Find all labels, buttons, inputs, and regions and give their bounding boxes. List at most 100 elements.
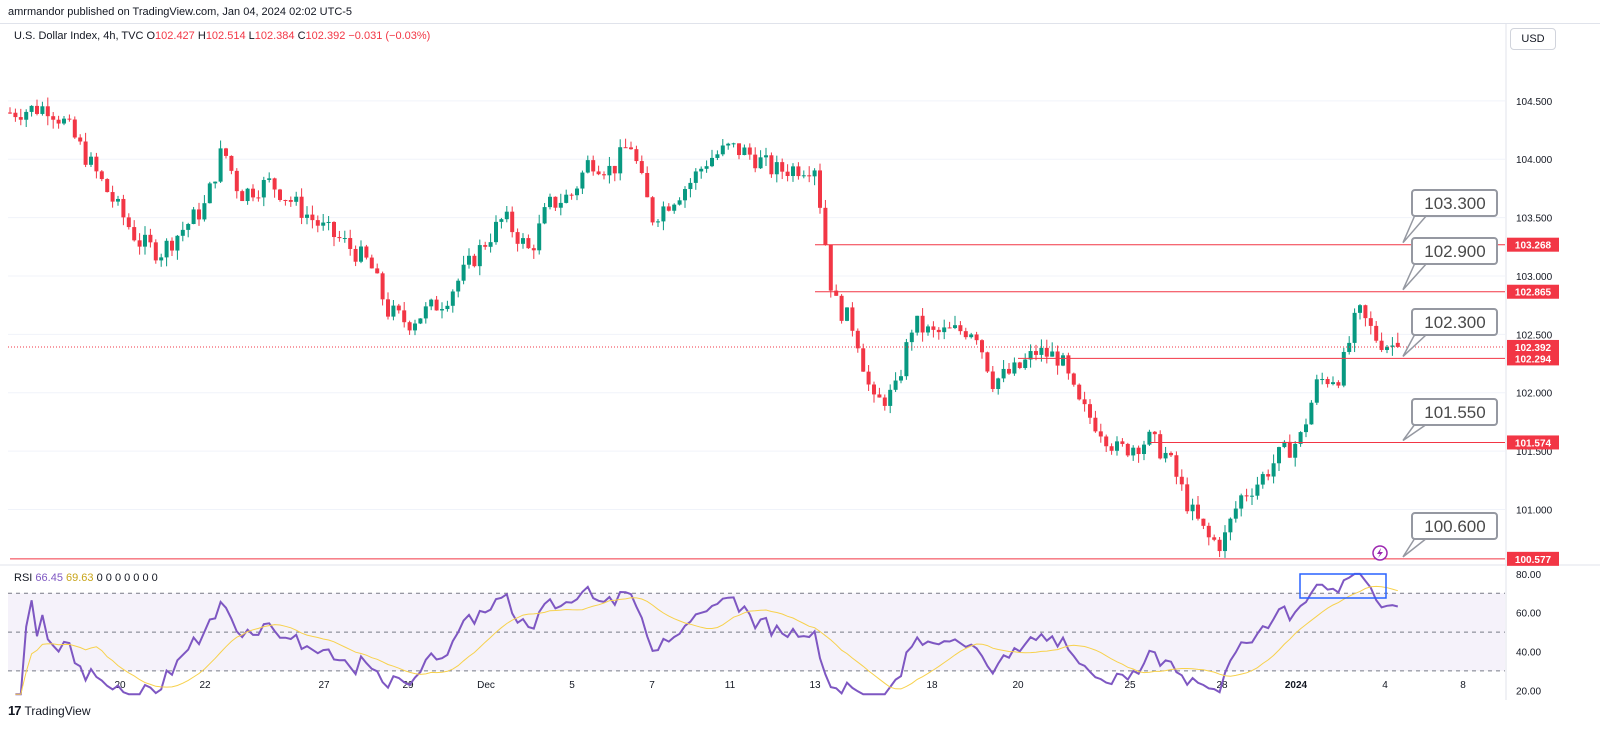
candle-body xyxy=(450,291,455,306)
candle-body xyxy=(542,207,547,224)
rsi-axis-label: 40.00 xyxy=(1516,647,1541,658)
level-price-tag-label: 103.268 xyxy=(1515,241,1552,252)
candle-body xyxy=(602,174,606,176)
low-label: L xyxy=(248,30,255,42)
candle-body xyxy=(89,156,93,165)
candle-body xyxy=(1147,431,1152,445)
candle-body xyxy=(1223,532,1227,552)
rsi-legend: RSI 66.45 69.63 0 0 0 0 0 0 0 xyxy=(14,572,158,584)
time-axis-label: 2024 xyxy=(1285,680,1308,691)
candle-body xyxy=(1104,436,1109,447)
candle-body xyxy=(1169,452,1173,456)
candle-body xyxy=(1163,452,1168,459)
candle-body xyxy=(742,147,747,156)
candle-body xyxy=(207,183,212,204)
level-price-tag-label: 100.577 xyxy=(1515,555,1552,566)
candle-body xyxy=(326,221,331,223)
candle-body xyxy=(369,257,374,269)
candle-body xyxy=(1152,431,1157,435)
candle-body xyxy=(1098,431,1103,437)
candle-body xyxy=(607,165,612,176)
candle-body xyxy=(801,175,806,177)
candle-body xyxy=(315,220,320,226)
candle-body xyxy=(1066,355,1071,374)
candle-body xyxy=(29,105,34,112)
candle-body xyxy=(78,137,83,142)
candle-body xyxy=(35,105,39,114)
candle-body xyxy=(110,192,115,202)
candle-body xyxy=(710,157,714,167)
candle-body xyxy=(1082,399,1087,405)
candle-body xyxy=(947,327,952,329)
candle-body xyxy=(1061,355,1065,366)
candle-body xyxy=(278,189,282,200)
candle-body xyxy=(1142,444,1146,455)
time-axis-label: 20 xyxy=(1012,680,1024,691)
candle-body xyxy=(1287,441,1292,458)
candle-body xyxy=(720,145,725,155)
candle-body xyxy=(715,154,720,158)
candle-body xyxy=(899,376,903,381)
candle-body xyxy=(1034,351,1038,355)
candle-body xyxy=(175,235,180,251)
candle-body xyxy=(1179,476,1184,485)
candle-body xyxy=(1395,342,1400,347)
candle-body xyxy=(229,155,234,171)
candle-body xyxy=(456,280,461,292)
time-axis-label: 25 xyxy=(1124,680,1136,691)
candle-body xyxy=(963,331,968,338)
candle-body xyxy=(596,171,601,175)
brand-name: TradingView xyxy=(24,703,91,718)
candle-body xyxy=(1314,379,1319,403)
candle-body xyxy=(245,188,250,202)
publish-credit: amrmandor published on TradingView.com, … xyxy=(8,6,353,18)
candle-body xyxy=(153,242,158,261)
candle-body xyxy=(537,223,542,251)
candle-body xyxy=(764,155,768,158)
candle-body xyxy=(283,199,288,201)
callout-pointer xyxy=(1402,537,1430,558)
candle-body xyxy=(423,306,428,319)
candle-body xyxy=(1363,305,1368,319)
candle-body xyxy=(396,305,401,311)
candle-body xyxy=(926,326,930,333)
candle-body xyxy=(159,257,164,261)
callout-box xyxy=(1411,398,1498,426)
candle-body xyxy=(936,329,941,333)
candle-body xyxy=(666,206,671,211)
rsi-ma-value: 69.63 xyxy=(66,572,94,584)
candle-body xyxy=(105,179,110,193)
callout-label: 102.300 xyxy=(1424,313,1485,332)
candle-body xyxy=(774,162,779,175)
candle-body xyxy=(429,299,434,307)
rsi-axis-label: 80.00 xyxy=(1516,570,1541,581)
candle-body xyxy=(877,394,882,398)
candle-body xyxy=(1001,368,1006,379)
candle-body xyxy=(1206,525,1211,538)
candle-body xyxy=(294,196,299,202)
time-axis-label: 5 xyxy=(569,680,575,691)
currency-button[interactable]: USD xyxy=(1510,28,1556,50)
callout-pointer xyxy=(1402,423,1430,442)
candle-body xyxy=(1212,537,1217,540)
candle-body xyxy=(737,143,741,156)
candle-body xyxy=(218,148,223,182)
price-axis-label: 101.000 xyxy=(1516,505,1553,516)
candle-body xyxy=(348,238,353,249)
candle-body xyxy=(72,119,77,138)
level-callout: 102.300 xyxy=(1402,308,1498,357)
candle-body xyxy=(499,219,504,222)
candle-body xyxy=(1023,359,1028,368)
candle-body xyxy=(321,222,326,226)
candle-body xyxy=(224,148,228,156)
last-price-tag xyxy=(1507,339,1559,354)
candle-body xyxy=(337,237,342,239)
candle-body xyxy=(18,117,23,120)
candle-body xyxy=(1304,424,1308,433)
candle-body xyxy=(1390,345,1395,347)
candle-body xyxy=(828,244,833,291)
candle-body xyxy=(353,248,358,262)
candle-body xyxy=(726,143,731,146)
level-price-tag-label: 102.865 xyxy=(1515,288,1552,299)
